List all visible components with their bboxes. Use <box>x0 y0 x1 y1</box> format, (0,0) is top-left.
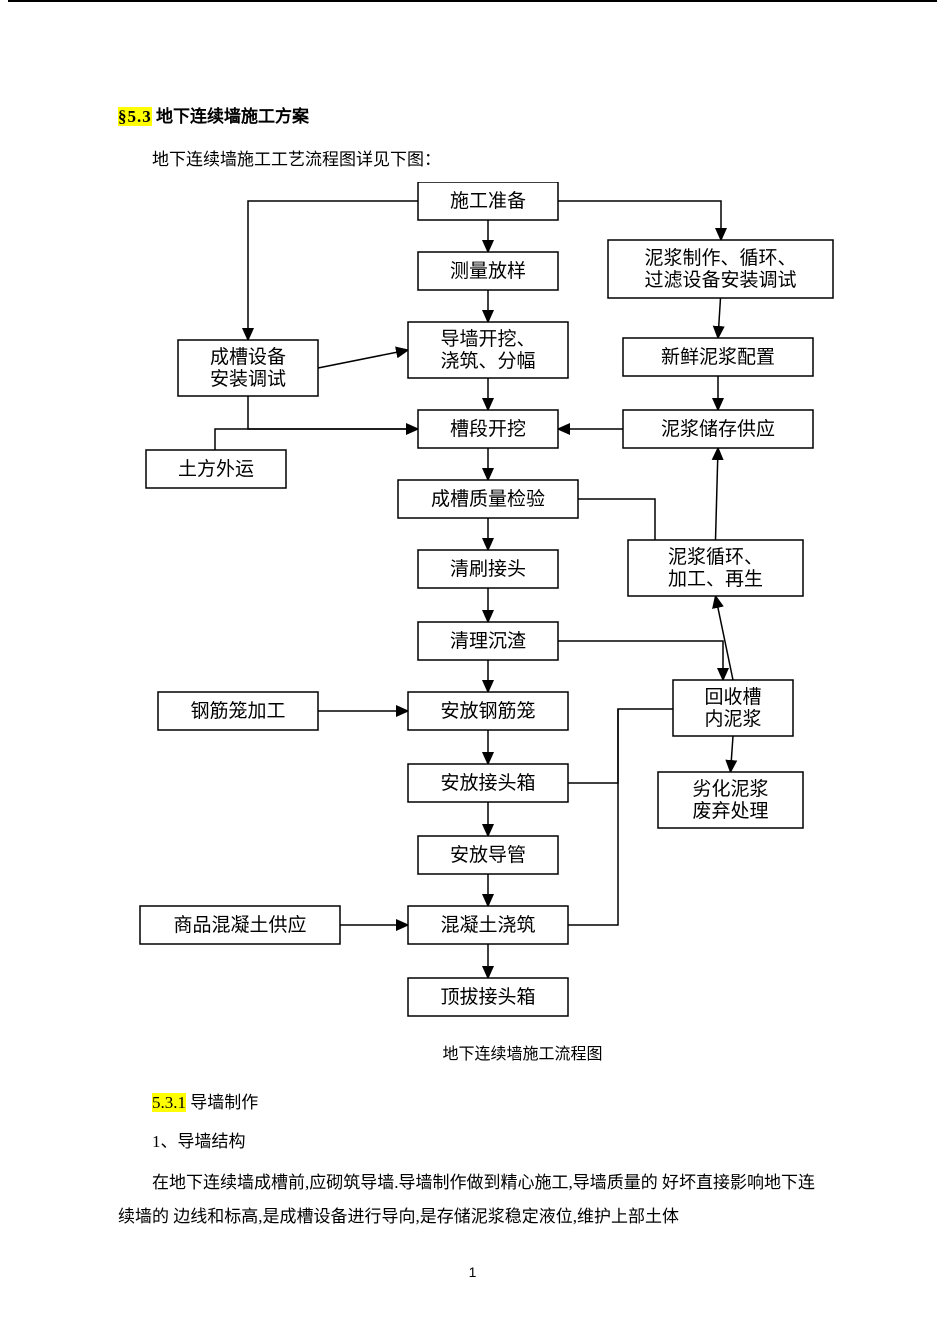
flow-node-label: 安放接头箱 <box>440 772 535 794</box>
flow-node-label: 加工、再生 <box>668 568 763 590</box>
flow-edge <box>558 641 723 680</box>
flow-edge <box>716 448 719 540</box>
flow-edge <box>558 201 721 240</box>
flow-node-label: 泥浆循环、 <box>668 546 763 568</box>
document-page: §5.3 地下连续墙施工方案 地下连续墙施工工艺流程图详见下图： 施工准备测量放… <box>8 0 937 1334</box>
flow-node-label: 施工准备 <box>450 190 526 212</box>
flow-node-label: 商品混凝土供应 <box>173 914 306 936</box>
flow-node-label: 废弃处理 <box>692 800 768 822</box>
flow-edge <box>716 596 734 680</box>
flow-node-label: 土方外运 <box>178 458 254 480</box>
flow-node-label: 成槽设备 <box>210 346 286 368</box>
flow-edge <box>215 429 418 450</box>
flow-edge <box>731 736 734 772</box>
subsection-title: 导墙制作 <box>190 1093 258 1112</box>
flow-node-label: 回收槽 <box>704 686 761 708</box>
flowchart: 施工准备测量放样 泥浆制作、循环、过滤设备安装调试导墙开挖、浇筑、分幅 成槽设备安装… <box>118 182 838 1032</box>
flow-node-label: 槽段开挖 <box>450 418 526 440</box>
sub-sub-heading: 1、导墙结构 <box>118 1127 827 1152</box>
section-heading: §5.3 地下连续墙施工方案 <box>118 102 827 127</box>
flow-node-label: 钢筋笼加工 <box>190 700 285 722</box>
flow-node-label: 内泥浆 <box>704 708 761 730</box>
flow-node-label: 安放导管 <box>450 844 526 866</box>
flow-node-label: 新鲜泥浆配置 <box>661 346 775 368</box>
flowchart-svg: 施工准备测量放样 泥浆制作、循环、过滤设备安装调试导墙开挖、浇筑、分幅 成槽设备安装… <box>118 182 838 1032</box>
intro-text: 地下连续墙施工工艺流程图详见下图： <box>118 145 827 170</box>
flow-node-label: 浇筑、分幅 <box>440 350 535 372</box>
flow-edge <box>248 201 418 340</box>
section-title: 地下连续墙施工方案 <box>156 107 309 126</box>
flow-node-label: 泥浆储存供应 <box>661 418 775 440</box>
flow-node-label: 过滤设备安装调试 <box>644 269 796 291</box>
flowchart-caption: 地下连续墙施工流程图 <box>118 1040 827 1064</box>
flow-node-label: 清理沉渣 <box>450 630 526 652</box>
flow-node-label: 成槽质量检验 <box>431 488 545 510</box>
flow-edge <box>248 396 418 429</box>
flow-node-label: 测量放样 <box>450 260 526 282</box>
flow-node-label: 安放钢筋笼 <box>440 700 535 722</box>
flow-node-label: 劣化泥浆 <box>692 778 768 800</box>
flow-edge <box>318 350 408 368</box>
page-number: 1 <box>118 1264 827 1280</box>
body-paragraph: 在地下连续墙成槽前,应砌筑导墙.导墙制作做到精心施工,导墙质量的 好坏直接影响地… <box>118 1166 827 1234</box>
flow-node-label: 导墙开挖、 <box>440 328 535 350</box>
subsection-heading: 5.3.1 导墙制作 <box>118 1088 827 1113</box>
flow-node-label: 安装调试 <box>210 368 286 390</box>
section-number: §5.3 <box>118 107 152 126</box>
flow-node-label: 混凝土浇筑 <box>440 914 535 936</box>
flow-edge <box>718 298 721 338</box>
flow-node-label: 泥浆制作、循环、 <box>644 247 796 269</box>
flow-node-label: 顶拔接头箱 <box>440 986 535 1008</box>
flow-edge <box>568 709 618 925</box>
flow-node-label: 清刷接头 <box>450 558 526 580</box>
subsection-number: 5.3.1 <box>152 1093 186 1112</box>
